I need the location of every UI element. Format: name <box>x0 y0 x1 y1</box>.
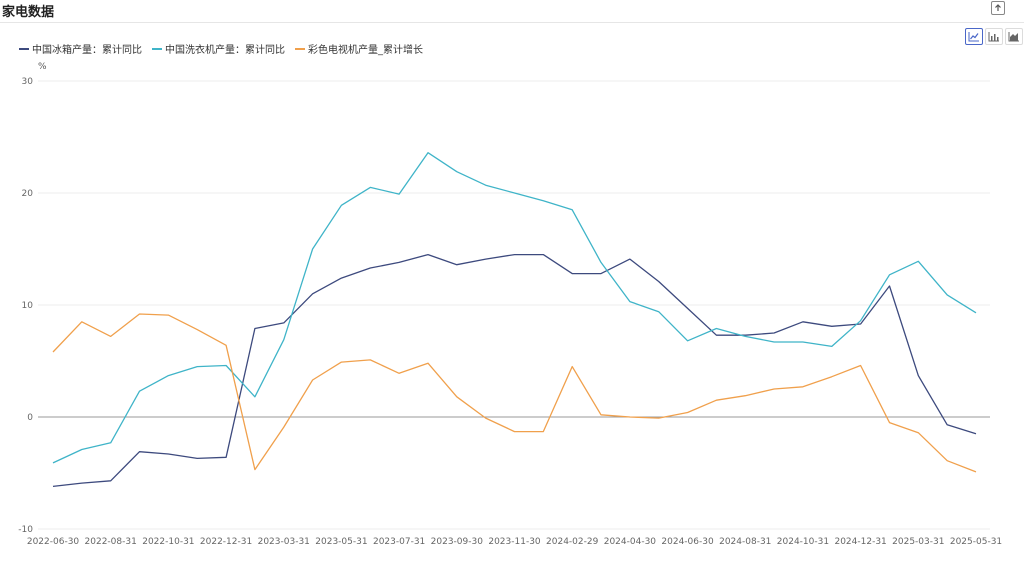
x-tick-label: 2025-05-31 <box>950 537 1002 547</box>
chart-legend: 中国冰箱产量：累计同比 中国洗衣机产量：累计同比 彩色电视机产量_累计增长 <box>19 41 423 56</box>
x-tick-label: 2023-05-31 <box>315 537 367 547</box>
area-chart-icon[interactable] <box>1005 28 1023 45</box>
legend-label: 中国冰箱产量：累计同比 <box>32 45 142 56</box>
legend-swatch <box>295 47 305 50</box>
x-tick-label: 2024-02-29 <box>546 537 599 547</box>
bar-chart-icon[interactable] <box>985 28 1003 45</box>
x-tick-label: 2024-12-31 <box>834 537 886 547</box>
x-tick-label: 2023-03-31 <box>258 537 310 547</box>
x-tick-label: 2022-12-31 <box>200 537 252 547</box>
legend-swatch <box>19 47 29 50</box>
legend-item-3[interactable]: 彩色电视机产量_累计增长 <box>295 41 423 56</box>
legend-item-1[interactable]: 中国冰箱产量：累计同比 <box>19 41 142 56</box>
legend-label: 彩色电视机产量_累计增长 <box>308 45 423 56</box>
series-line-2[interactable] <box>52 152 977 464</box>
legend-swatch <box>152 47 162 50</box>
x-tick-label: 2024-08-31 <box>719 537 771 547</box>
legend-label: 中国洗衣机产量：累计同比 <box>165 45 285 56</box>
x-tick-label: 2024-10-31 <box>777 537 829 547</box>
x-tick-label: 2023-11-30 <box>488 537 541 547</box>
x-tick-label: 2023-09-30 <box>431 537 484 547</box>
x-tick-label: 2024-04-30 <box>604 537 657 547</box>
chart-panel <box>0 22 1024 571</box>
x-tick-label: 2025-03-31 <box>892 537 944 547</box>
x-tick-label: 2022-10-31 <box>142 537 194 547</box>
export-icon[interactable] <box>991 1 1005 15</box>
chart-type-switcher <box>965 28 1023 45</box>
x-tick-label: 2024-06-30 <box>661 537 714 547</box>
series-line-3[interactable] <box>52 313 977 473</box>
x-tick-label: 2022-08-31 <box>85 537 137 547</box>
y-tick-label: 30 <box>22 77 34 87</box>
line-chart-icon[interactable] <box>965 28 983 45</box>
y-axis-unit: % <box>38 62 47 72</box>
y-tick-label: 10 <box>22 301 34 311</box>
series-line-1[interactable] <box>52 253 977 488</box>
y-tick-label: -10 <box>18 525 33 535</box>
y-tick-label: 20 <box>22 189 34 199</box>
x-tick-label: 2023-07-31 <box>373 537 425 547</box>
legend-item-2[interactable]: 中国洗衣机产量：累计同比 <box>152 41 285 56</box>
y-tick-label: 0 <box>27 413 33 423</box>
x-tick-label: 2022-06-30 <box>27 537 80 547</box>
page-title: 家电数据 <box>2 5 55 20</box>
